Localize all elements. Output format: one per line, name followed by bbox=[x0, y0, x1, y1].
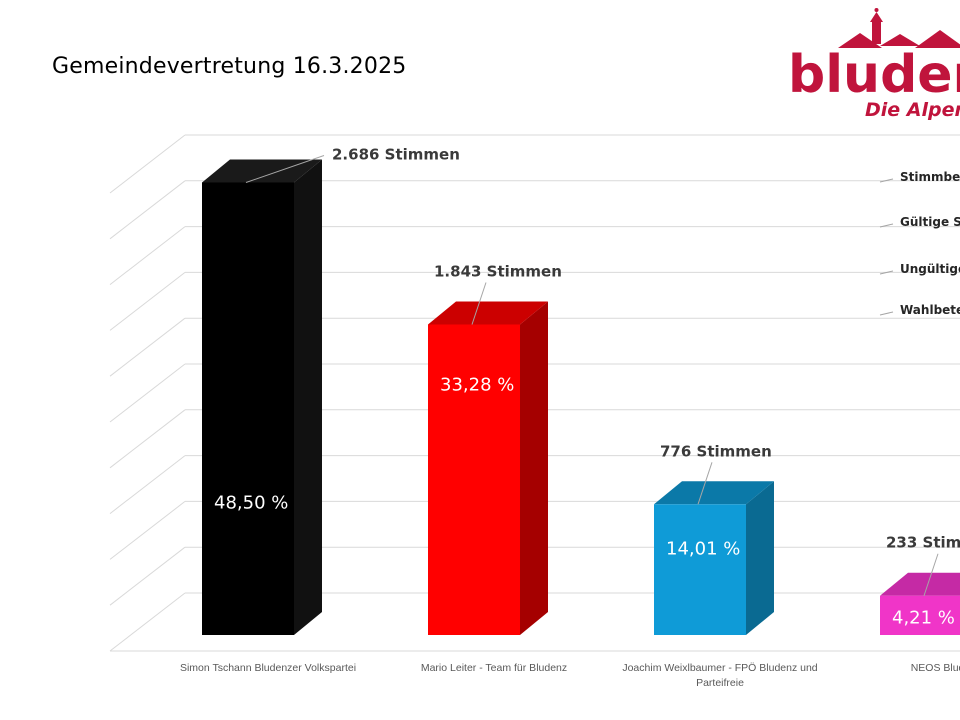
gridline-side bbox=[109, 501, 186, 560]
gridline-side bbox=[109, 592, 186, 652]
bar-top bbox=[428, 301, 548, 325]
logo-tagline: Die Alpenstadt bbox=[865, 99, 960, 121]
category-label: NEOS Bludenz bbox=[911, 662, 960, 674]
gridline-side bbox=[109, 134, 186, 194]
bar-percent-label: 4,21 % bbox=[892, 607, 955, 628]
bar-top bbox=[880, 572, 960, 596]
legend-leader-line bbox=[879, 311, 894, 316]
gridline-side bbox=[109, 180, 186, 240]
gridline-side bbox=[109, 363, 186, 423]
category-label: Mario Leiter - Team für Bludenz bbox=[421, 662, 567, 674]
bar-top bbox=[202, 159, 322, 183]
bar-side bbox=[520, 301, 548, 635]
bludenz-logo: bludenzDie Alpenstadt bbox=[788, 8, 960, 121]
page-title: Gemeindevertretung 16.3.2025 bbox=[52, 54, 407, 79]
gridline-side bbox=[109, 546, 186, 606]
bar-percent-label: 14,01 % bbox=[666, 539, 740, 560]
callout-leader-line bbox=[923, 553, 939, 596]
gridline-side bbox=[109, 409, 186, 469]
category-label: Parteifreie bbox=[696, 677, 744, 689]
gridline-side bbox=[109, 317, 186, 377]
callout-leader-line bbox=[245, 155, 325, 183]
bar-votes-label: 776 Stimmen bbox=[660, 442, 772, 460]
bar-side bbox=[746, 481, 774, 635]
legend-leader-line bbox=[879, 223, 894, 228]
chart-legend: Stimmberechtigte Gültige Stimmen Ungültige… bbox=[879, 170, 960, 317]
category-label: Joachim Weixlbaumer - FPÖ Bludenz und bbox=[622, 662, 817, 674]
gridline-side bbox=[109, 272, 186, 331]
legend-item: Stimmberechtigte bbox=[900, 170, 960, 184]
callout-leader-line bbox=[697, 462, 713, 505]
bar-top bbox=[654, 481, 774, 505]
legend-item: Ungültige Stimmen bbox=[900, 262, 960, 276]
chart-labels: 48,50 % 2.686 Stimmen 33,28 % 1.843 Stimmen… bbox=[214, 145, 960, 628]
legend-leader-line bbox=[879, 178, 894, 183]
bar-votes-label: 233 Stimmen bbox=[886, 534, 960, 552]
bar-percent-label: 33,28 % bbox=[440, 374, 514, 395]
bar-votes-label: 1.843 Stimmen bbox=[434, 262, 562, 280]
bar-percent-label: 48,50 % bbox=[214, 492, 288, 513]
callout-leader-line bbox=[471, 282, 487, 325]
bar-votes-label: 2.686 Stimmen bbox=[332, 145, 460, 163]
bar bbox=[654, 504, 746, 635]
bar-side bbox=[294, 159, 322, 635]
chart-bars bbox=[202, 159, 960, 635]
bar bbox=[880, 595, 960, 635]
gridline-side bbox=[109, 226, 186, 285]
bar bbox=[202, 182, 294, 635]
legend-item: Wahlbeteiligung bbox=[900, 303, 960, 317]
gridline-side bbox=[109, 455, 186, 514]
logo-roof-icon bbox=[838, 8, 960, 48]
logo-wordmark: bludenz bbox=[788, 45, 960, 105]
legend-item: Gültige Stimmen bbox=[900, 215, 960, 229]
category-label: Simon Tschann Bludenzer Volkspartei bbox=[180, 662, 356, 674]
legend-leader-line bbox=[879, 270, 894, 275]
bar bbox=[428, 324, 520, 635]
category-labels: Simon Tschann Bludenzer Volkspartei Mario… bbox=[180, 662, 960, 689]
